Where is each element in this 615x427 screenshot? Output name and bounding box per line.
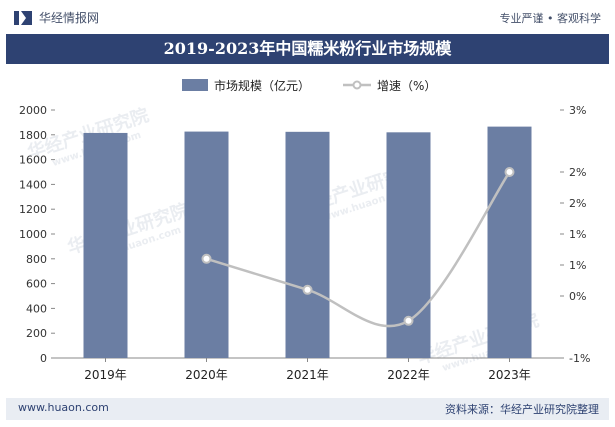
brand-name: 华经情报网 [39,11,100,25]
data-source: 资料来源：华经产业研究院整理 [445,403,599,416]
logo-icon [14,10,32,25]
y-left-tick-label: 0 [40,352,47,365]
legend-line-label: 增速（%） [377,79,436,93]
y-left-tick-label: 1000 [19,228,47,241]
y-left-tick-label: 1400 [19,178,47,191]
x-tick-label: 2022年 [387,368,430,382]
y-left-tick-label: 400 [26,302,47,315]
growth-line [206,171,511,328]
chart-title: 2019-2023年中国糯米粉行业市场规模 [6,34,609,64]
top-bar: 华经情报网 专业严谨 • 客观科学 [0,0,615,34]
growth-point [504,167,515,177]
y-left-tick-label: 800 [26,253,47,266]
y-left-tick-label: 2000 [19,104,47,117]
bar [83,132,128,358]
y-right-tick-label: 2% [569,197,586,210]
y-left-tick-label: 200 [26,327,47,340]
x-tick-label: 2021年 [286,368,329,382]
growth-point [201,253,212,264]
y-right-tick-label: -1% [569,352,590,365]
bar [487,126,532,358]
legend-line-marker [352,80,362,90]
y-right-tick-label: 3% [569,104,586,117]
growth-point [302,284,313,295]
y-right-tick-label: 1% [569,259,586,272]
y-right-tick-label: 0% [569,290,586,303]
x-tick-label: 2023年 [488,368,531,382]
y-left-tick-label: 1600 [19,154,47,167]
bar [285,131,330,358]
y-left-tick-label: 1200 [19,203,47,216]
slogan: 专业严谨 • 客观科学 [499,12,601,25]
legend-bar-swatch [182,79,208,91]
x-tick-label: 2019年 [84,368,127,382]
bar [184,131,229,358]
y-left-tick-label: 1800 [19,129,47,142]
y-right-tick-label: 2% [569,166,586,179]
brand: 华经情报网 [14,9,99,26]
y-right-tick-label: 1% [569,228,586,241]
x-tick-label: 2020年 [185,368,228,382]
legend-bar-label: 市场规模（亿元） [214,78,310,93]
growth-point [403,315,414,326]
website-url: www.huaon.com [18,401,109,414]
y-left-tick-label: 600 [26,278,47,291]
chart: 华经产业研究院www.huaon.com华经产业研究院www.huaon.com… [19,78,590,382]
footer: www.huaon.com 资料来源：华经产业研究院整理 [6,398,609,420]
